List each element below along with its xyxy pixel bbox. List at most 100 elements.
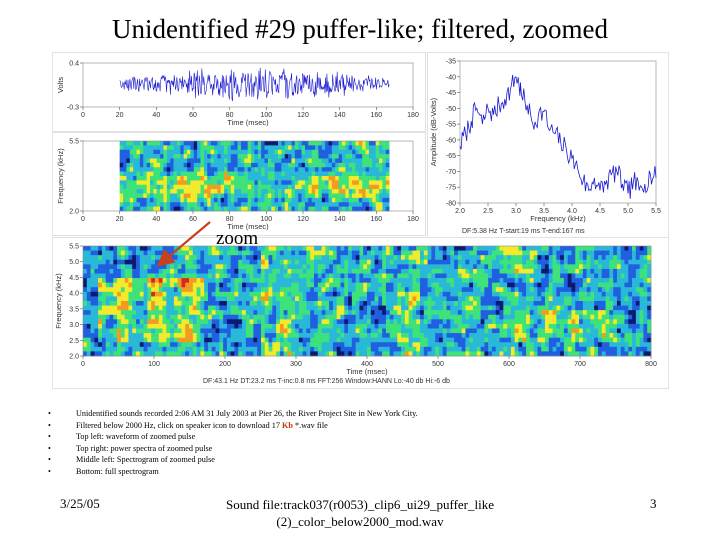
spectrogram-cell: [210, 167, 215, 172]
spectrogram-cell: [249, 246, 254, 251]
spectrogram-cell: [348, 287, 353, 293]
spectrogram-cell: [401, 296, 406, 302]
spectrogram-cell: [177, 346, 182, 352]
spectrogram-cell: [220, 158, 225, 164]
spectrogram-cell: [158, 282, 163, 288]
spectrogram-cell: [450, 264, 455, 270]
spectrogram-cell: [226, 287, 231, 293]
spectrogram-cell: [594, 319, 599, 325]
spectrogram-cell: [329, 305, 334, 311]
spectrogram-cell: [117, 246, 122, 251]
spectrogram-cell: [526, 328, 531, 334]
spectrogram-cell: [83, 291, 88, 297]
spectrogram-cell: [338, 189, 343, 194]
spectrogram-cell: [563, 291, 568, 297]
spectrogram-cell: [632, 310, 637, 316]
spectrogram-cell: [325, 268, 330, 274]
spectrogram-cell: [609, 351, 614, 357]
spectrogram-cell: [151, 268, 156, 274]
spectrogram-cell: [488, 346, 493, 352]
spectrogram-cell: [301, 176, 306, 181]
spectrogram-cell: [180, 145, 184, 151]
spectrogram-cell: [271, 193, 275, 199]
spectrogram-cell: [129, 154, 134, 159]
spectrogram-cell: [132, 259, 137, 265]
spectrogram-cell: [499, 250, 504, 256]
spectrogram-cell: [344, 328, 349, 334]
spectrogram-cell: [533, 351, 538, 357]
spectrogram-cell: [149, 184, 154, 190]
spectrogram-cell: [257, 328, 262, 334]
spectrogram-cell: [318, 184, 323, 190]
spectrogram-cell: [351, 259, 356, 265]
spectrogram-cell: [162, 255, 167, 261]
spectrogram-cell: [147, 314, 152, 320]
spectrogram-cell: [329, 273, 334, 279]
spectrogram-cell: [310, 273, 315, 279]
spectrogram-cell: [264, 171, 269, 177]
spectrogram-cell: [288, 154, 292, 159]
spectrogram-cell: [336, 333, 341, 338]
spectrogram-cell: [166, 291, 171, 297]
spectrogram-cell: [647, 264, 652, 270]
spectrogram-cell: [294, 167, 299, 172]
spectrogram-cell: [442, 291, 447, 297]
spectrogram-cell: [476, 342, 481, 348]
spectrogram-cell: [238, 328, 243, 334]
spectrogram-cell: [177, 268, 182, 274]
spectrogram-cell: [382, 259, 387, 265]
spectrogram-cell: [461, 351, 466, 357]
spectrogram-cell: [226, 351, 231, 357]
spectrogram-cell: [120, 287, 125, 293]
spectrogram-cell: [416, 259, 421, 265]
spectrogram-cell: [328, 145, 333, 151]
spectrogram-cell: [147, 319, 152, 325]
spectrogram-cell: [370, 268, 375, 274]
spectrogram-cell: [601, 310, 606, 316]
spectrogram-cell: [408, 342, 413, 348]
spectrogram-cell: [238, 287, 243, 293]
spectrogram-cell: [491, 342, 497, 348]
spectrogram-cell: [420, 255, 425, 261]
spectrogram-cell: [533, 301, 538, 306]
spectrogram-cell: [404, 296, 409, 302]
spectrogram-cell: [207, 189, 211, 194]
x-tick-label: 3.5: [539, 208, 549, 215]
spectrogram-cell: [345, 202, 350, 207]
spectrogram-cell: [189, 346, 194, 352]
spectrogram-cell: [469, 259, 474, 265]
spectrogram-cell: [224, 167, 228, 172]
spectrogram-cell: [153, 197, 158, 203]
spectrogram-cell: [105, 278, 110, 283]
spectrogram-cell: [129, 193, 134, 199]
spectrogram-cell: [639, 333, 644, 338]
spectrogram-cell: [423, 291, 428, 297]
spectrogram-cell: [279, 305, 284, 311]
spectrogram-cell: [632, 319, 637, 325]
spectrogram-cell: [268, 346, 273, 352]
spectrogram-cell: [173, 264, 178, 270]
spectrogram-cell: [446, 337, 451, 343]
spectrogram-cell: [244, 184, 248, 190]
spectrogram-cell: [348, 273, 353, 279]
spectrogram-cell: [647, 346, 652, 352]
spectrogram-cell: [177, 342, 182, 348]
spectrogram-cell: [423, 301, 428, 306]
spectrogram-cell: [450, 301, 455, 306]
spectrogram-cell: [117, 287, 122, 293]
spectrogram-cell: [166, 278, 171, 283]
spectrogram-cell: [450, 337, 455, 343]
spectrogram-cell: [365, 202, 370, 207]
spectrogram-cell: [352, 202, 356, 207]
spectrogram-cell: [620, 351, 625, 357]
spectrogram-cell: [240, 167, 245, 172]
spectrogram-cell: [117, 319, 122, 325]
spectrogram-cell: [272, 305, 277, 311]
spectrogram-cell: [393, 273, 398, 279]
spectrogram-cell: [279, 259, 284, 265]
spectrogram-cell: [279, 328, 284, 334]
spectrogram-cell: [609, 282, 614, 288]
spectrogram-cell: [264, 246, 269, 251]
spectrogram-cell: [389, 268, 394, 274]
spectrogram-cell: [378, 310, 383, 316]
